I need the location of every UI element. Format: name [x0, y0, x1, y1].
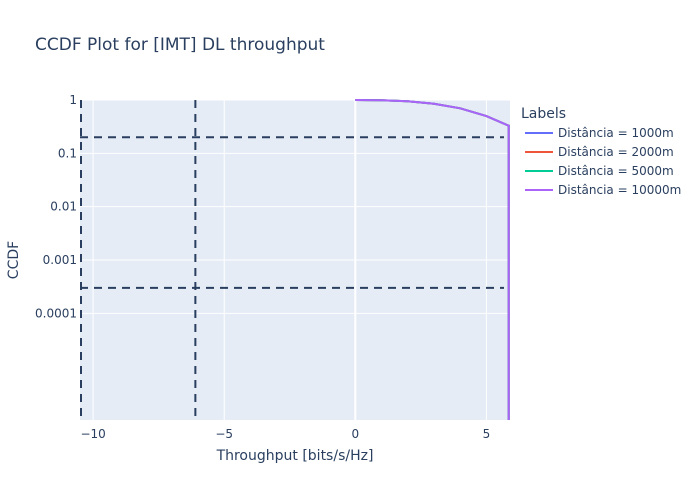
grid-layer [80, 99, 510, 420]
y-tick-label: 0.001 [43, 253, 77, 267]
y-tick-label: 1 [69, 93, 77, 107]
y-tick-label: 0.0001 [35, 306, 77, 320]
x-tick-label: 0 [351, 427, 359, 441]
y-axis-title: CCDF [6, 241, 22, 279]
legend-label: Distância = 5000m [558, 164, 674, 178]
legend-label: Distância = 2000m [558, 145, 674, 159]
chart-title: CCDF Plot for [IMT] DL throughput [35, 35, 325, 55]
x-axis-title: Throughput [bits/s/Hz] [216, 448, 374, 464]
x-tick-label: 5 [483, 427, 491, 441]
x-tick-label: −10 [80, 427, 105, 441]
legend-label: Distância = 1000m [558, 126, 674, 140]
tick-labels-layer: −10 −5 0 5 1 0.1 0.01 0.001 0.0001 [35, 93, 490, 441]
x-tick-label: −5 [215, 427, 233, 441]
legend: Labels Distância = 1000m Distância = 2000… [521, 106, 681, 197]
series-layer [355, 99, 510, 420]
y-tick-label: 0.1 [58, 146, 77, 160]
reference-lines-layer [80, 100, 504, 420]
y-tick-label: 0.01 [50, 200, 77, 214]
legend-title: Labels [521, 106, 566, 122]
series-line [355, 99, 510, 420]
legend-label: Distância = 10000m [558, 183, 681, 197]
